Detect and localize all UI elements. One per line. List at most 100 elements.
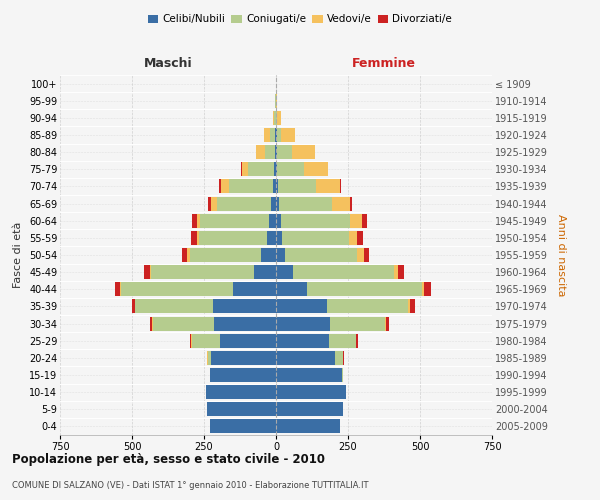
Bar [220, 334, 276, 347]
Bar [394, 265, 398, 279]
Bar [233, 282, 276, 296]
Bar [341, 368, 343, 382]
Bar [284, 248, 357, 262]
Bar [261, 248, 276, 262]
Bar [276, 351, 335, 365]
Bar [273, 111, 274, 125]
Bar [340, 180, 341, 194]
Y-axis label: Anni di nascita: Anni di nascita [556, 214, 566, 296]
Bar [211, 196, 217, 210]
Bar [276, 248, 284, 262]
Bar [271, 196, 276, 210]
Bar [281, 214, 350, 228]
Bar [211, 420, 276, 434]
Bar [327, 300, 409, 314]
Bar [265, 128, 270, 142]
Bar [277, 145, 292, 159]
Bar [277, 111, 281, 125]
Bar [248, 162, 274, 176]
Bar [211, 368, 276, 382]
Y-axis label: Fasce di età: Fasce di età [13, 222, 23, 288]
Bar [274, 162, 276, 176]
Bar [206, 385, 276, 399]
Text: COMUNE DI SALZANO (VE) - Dati ISTAT 1° gennaio 2010 - Elaborazione TUTTITALIA.IT: COMUNE DI SALZANO (VE) - Dati ISTAT 1° g… [12, 480, 368, 490]
Bar [280, 196, 332, 210]
Bar [145, 265, 149, 279]
Bar [270, 128, 275, 142]
Bar [136, 300, 212, 314]
Bar [276, 402, 343, 416]
Bar [208, 402, 276, 416]
Bar [335, 351, 343, 365]
Bar [282, 231, 349, 245]
Bar [362, 214, 367, 228]
Bar [364, 248, 369, 262]
Bar [304, 162, 328, 176]
Bar [329, 334, 356, 347]
Bar [217, 196, 271, 210]
Bar [276, 282, 307, 296]
Bar [182, 248, 187, 262]
Bar [256, 145, 265, 159]
Bar [293, 265, 394, 279]
Bar [190, 248, 261, 262]
Bar [149, 265, 151, 279]
Bar [151, 265, 254, 279]
Bar [332, 196, 350, 210]
Bar [277, 162, 304, 176]
Bar [292, 145, 316, 159]
Bar [221, 180, 229, 194]
Bar [276, 111, 277, 125]
Bar [268, 231, 276, 245]
Bar [277, 128, 281, 142]
Bar [197, 214, 200, 228]
Bar [307, 282, 422, 296]
Bar [150, 316, 152, 330]
Bar [115, 282, 120, 296]
Bar [276, 180, 278, 194]
Bar [254, 265, 276, 279]
Bar [276, 214, 281, 228]
Bar [386, 316, 389, 330]
Bar [316, 180, 340, 194]
Bar [330, 316, 385, 330]
Bar [349, 231, 356, 245]
Bar [274, 111, 276, 125]
Bar [191, 334, 220, 347]
Bar [269, 214, 276, 228]
Bar [212, 300, 276, 314]
Bar [276, 231, 282, 245]
Bar [281, 128, 295, 142]
Bar [191, 214, 197, 228]
Bar [276, 162, 277, 176]
Bar [422, 282, 424, 296]
Bar [276, 316, 330, 330]
Bar [197, 231, 199, 245]
Bar [276, 385, 346, 399]
Bar [357, 248, 364, 262]
Bar [208, 351, 211, 365]
Bar [265, 145, 275, 159]
Bar [409, 300, 410, 314]
Bar [275, 145, 276, 159]
Bar [350, 214, 362, 228]
Bar [276, 145, 277, 159]
Bar [356, 231, 363, 245]
Bar [214, 316, 276, 330]
Bar [211, 351, 276, 365]
Bar [276, 196, 280, 210]
Bar [276, 368, 341, 382]
Bar [132, 300, 135, 314]
Bar [208, 196, 211, 210]
Bar [350, 196, 352, 210]
Legend: Celibi/Nubili, Coniugati/e, Vedovi/e, Divorziati/e: Celibi/Nubili, Coniugati/e, Vedovi/e, Di… [143, 10, 457, 29]
Bar [410, 300, 415, 314]
Bar [276, 420, 340, 434]
Text: Popolazione per età, sesso e stato civile - 2010: Popolazione per età, sesso e stato civil… [12, 452, 325, 466]
Bar [191, 231, 197, 245]
Bar [276, 265, 293, 279]
Text: Femmine: Femmine [352, 57, 416, 70]
Bar [121, 282, 233, 296]
Bar [276, 300, 327, 314]
Bar [424, 282, 431, 296]
